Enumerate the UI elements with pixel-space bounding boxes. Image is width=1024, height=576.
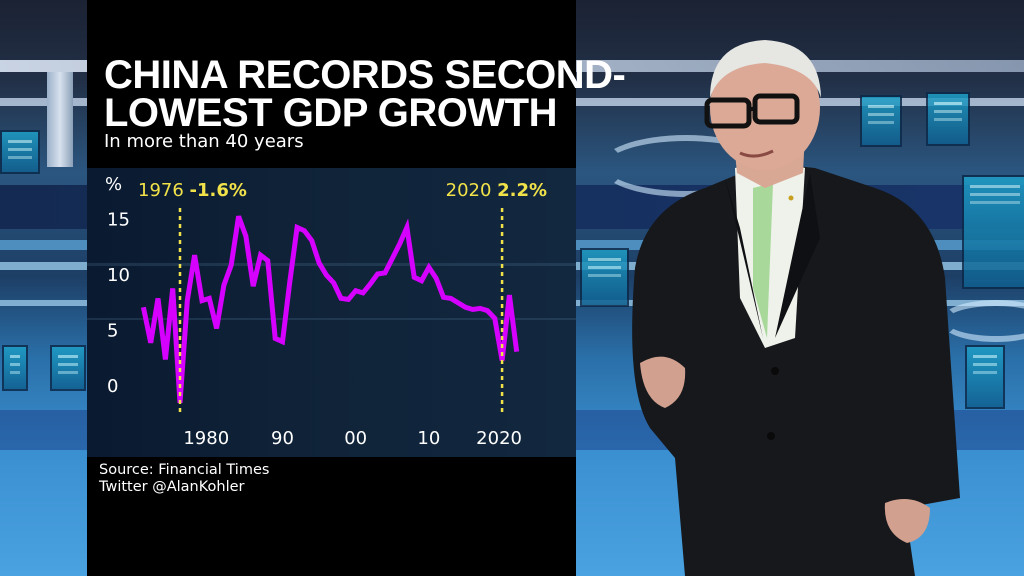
y-tick-label: 5 [107, 321, 118, 342]
y-tick-label: 15 [107, 210, 130, 231]
x-tick-label: 10 [417, 428, 440, 449]
graphic-subtitle: In more than 40 years [104, 131, 304, 152]
studio-ring [600, 135, 772, 197]
y-axis: % 0 5 10 15 [105, 174, 130, 397]
graphic-title: CHINA RECORDS SECOND- LOWEST GDP GROWTH [104, 53, 626, 135]
studio-ring [940, 300, 1024, 342]
gdp-growth-line [140, 215, 520, 403]
background-screen [580, 248, 629, 307]
x-tick-label: 1980 [183, 428, 229, 449]
annotation-label: 1976 -1.6% [138, 180, 247, 201]
title-line-2: LOWEST GDP GROWTH [104, 91, 557, 135]
background-screen [926, 92, 970, 146]
annotation-label: 2020 2.2% [446, 180, 547, 201]
background-stripe [87, 318, 576, 320]
background-screen [50, 345, 86, 391]
x-tick-label: 00 [344, 428, 367, 449]
source-text: Source: Financial Times [99, 462, 270, 478]
x-tick-label: 2020 [476, 428, 522, 449]
background-screen [0, 130, 40, 174]
y-tick-label: 0 [107, 376, 118, 397]
twitter-credit: Twitter @AlanKohler [99, 479, 245, 495]
x-axis: 1980 90 00 10 2020 [183, 428, 522, 449]
y-tick-label: 10 [107, 265, 130, 286]
gdp-chart: % 0 5 10 15 1980 90 00 10 2020 1976 -1.6% 2020 2.… [87, 168, 576, 457]
line-chart: % 0 5 10 15 1980 90 00 10 2020 1976 -1.6% 2020 2.… [105, 174, 547, 449]
presenter [632, 40, 960, 576]
background-screen [2, 345, 28, 391]
annotations: 1976 -1.6% 2020 2.2% [138, 180, 547, 201]
y-axis-unit: % [105, 174, 122, 195]
background-stripe [87, 263, 576, 266]
source-block: Source: Financial Times Twitter @AlanKoh… [99, 462, 269, 496]
x-tick-label: 90 [271, 428, 294, 449]
title-line-1: CHINA RECORDS SECOND- [104, 53, 626, 97]
studio-pillar [47, 72, 73, 167]
background-screen [860, 95, 902, 147]
background-screen [965, 345, 1005, 409]
graphic-panel: CHINA RECORDS SECOND- LOWEST GDP GROWTH … [87, 0, 626, 576]
annotation-lines [178, 208, 504, 416]
background-screen [962, 175, 1024, 289]
